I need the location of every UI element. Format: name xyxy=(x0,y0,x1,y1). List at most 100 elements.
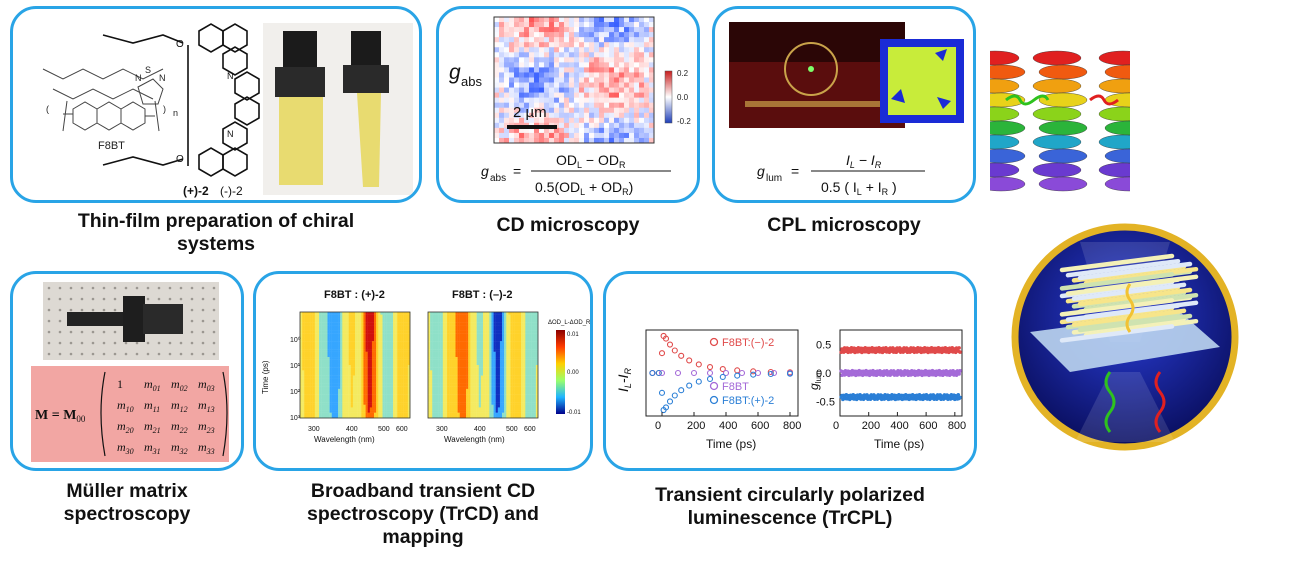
trcd-map-cell xyxy=(451,338,454,342)
cd-heatmap-cell xyxy=(509,32,515,38)
trcd-map-cell xyxy=(304,343,307,347)
trcd-map-cell xyxy=(472,372,475,376)
cd-heatmap-cell xyxy=(499,82,505,88)
trcd-map-cell xyxy=(461,346,465,350)
trcd-map-cell xyxy=(323,357,326,360)
cd-heatmap-cell xyxy=(494,112,500,119)
trcd-map-cell xyxy=(463,367,467,371)
cd-heatmap-cell xyxy=(584,127,590,134)
cd-heatmap-cell xyxy=(639,77,645,83)
trcd-map-cell xyxy=(323,343,326,347)
cd-heatmap-cell xyxy=(644,17,650,23)
trcd-map-cell xyxy=(327,357,330,360)
cd-heatmap-cell xyxy=(644,107,650,114)
trcd-map-cell xyxy=(401,394,404,397)
trcd-map-cell xyxy=(466,338,469,342)
trcd-map-cell xyxy=(340,327,343,331)
trcd-map-cell xyxy=(453,338,456,342)
trcd-map-cell xyxy=(483,335,486,339)
trcd-map-cell xyxy=(516,314,520,318)
trcd-map-cell xyxy=(312,327,316,331)
trcd-map-cell xyxy=(380,351,383,355)
trcd-map-cell xyxy=(382,378,385,382)
trcd-map-cell xyxy=(474,312,477,315)
trcd-map-cell xyxy=(376,378,379,382)
trcd-map-cell xyxy=(342,410,345,413)
breadboard-hole xyxy=(47,297,51,301)
trcd-map-cell xyxy=(344,402,347,405)
trcd-map-cell xyxy=(476,333,479,337)
trcd-map-cell xyxy=(306,322,309,326)
trcd-map-cell xyxy=(367,375,371,379)
trcd-map-cell xyxy=(359,415,362,419)
trcd-map-cell xyxy=(451,343,454,347)
stack-disc xyxy=(1098,134,1130,150)
cd-heatmap-cell xyxy=(544,52,550,58)
cd-heatmap-cell xyxy=(494,87,500,93)
trcd-map-cell xyxy=(371,357,375,360)
trcd-map-cell xyxy=(378,375,381,379)
trcd-map-cell xyxy=(491,396,494,400)
trcd-map-cell xyxy=(335,346,339,350)
trcd-map-cell xyxy=(369,319,373,323)
trcd-map-cell xyxy=(474,333,477,337)
cd-eq-num: ODL − ODR xyxy=(556,152,626,170)
trcd-map-cell xyxy=(504,338,507,342)
cd-heatmap-cell xyxy=(634,22,640,28)
cd-heatmap-cell xyxy=(494,117,500,124)
cd-heatmap-cell xyxy=(569,42,575,48)
trcd-map-cell xyxy=(388,335,392,339)
cd-heatmap-cell xyxy=(494,52,500,58)
trcd-map-cell xyxy=(510,343,513,347)
trcd-map-cell xyxy=(367,333,371,337)
matrix-cell: m02 xyxy=(171,377,188,393)
trcd-map-cell xyxy=(348,322,351,326)
trcd-map-cell xyxy=(499,357,503,360)
trcd-map-cell xyxy=(444,378,448,382)
trcd-map-cell xyxy=(388,388,392,392)
cd-heatmap-cell xyxy=(564,92,570,98)
cd-heatmap-cell xyxy=(594,112,600,119)
trcd-map-cell xyxy=(518,367,522,371)
trcd-map-cell xyxy=(483,402,486,405)
trcd-map-cell xyxy=(510,383,513,387)
trcd-map-cell xyxy=(346,327,349,331)
trcd-map-cell xyxy=(480,396,484,400)
trcd-map-cell xyxy=(442,386,446,390)
trcd-map-cell xyxy=(329,341,332,344)
trcd-map-cell xyxy=(403,325,406,329)
cd-heatmap-cell xyxy=(534,17,540,23)
trcd-map-cell xyxy=(369,380,373,384)
trcd-map-cell xyxy=(521,354,524,358)
trcd-map-cell xyxy=(497,314,501,318)
cd-heatmap-cell xyxy=(619,27,625,33)
cd-heatmap-cell xyxy=(644,97,650,103)
cd-heatmap-cell xyxy=(564,32,570,38)
trcd-map-cell xyxy=(376,333,379,337)
trcd-map-cell xyxy=(491,333,494,337)
trcd-map-cell xyxy=(463,351,467,355)
trcd-map-cell xyxy=(476,357,479,360)
trcd-map-cell xyxy=(451,399,454,403)
trcd-map-cell xyxy=(440,388,444,392)
trcd-map-cell xyxy=(310,396,313,400)
trcd-map-cell xyxy=(491,343,494,347)
trcd-map-cell xyxy=(531,343,534,347)
trcd-map-cell xyxy=(466,378,469,382)
trcd-map-cell xyxy=(357,312,360,315)
trcd-map-cell xyxy=(393,351,396,355)
trcd-map-cell xyxy=(499,314,503,318)
trcd-map-cell xyxy=(451,357,454,360)
trcd-map-cell xyxy=(346,354,349,358)
cd-heatmap-cell xyxy=(639,22,645,28)
trcd-map-cell xyxy=(531,362,534,366)
trcd-map-cell xyxy=(371,383,375,387)
trcd-map-cell xyxy=(440,354,444,358)
trcd-map-cell xyxy=(483,322,486,326)
trcd-map-cell xyxy=(390,341,394,344)
trcd-map-cell xyxy=(314,359,318,363)
trcd-map-cell xyxy=(491,317,494,321)
cd-heatmap-cell xyxy=(554,92,560,98)
cd-heatmap-cell xyxy=(564,132,570,139)
trcd-map-cell xyxy=(316,388,320,392)
